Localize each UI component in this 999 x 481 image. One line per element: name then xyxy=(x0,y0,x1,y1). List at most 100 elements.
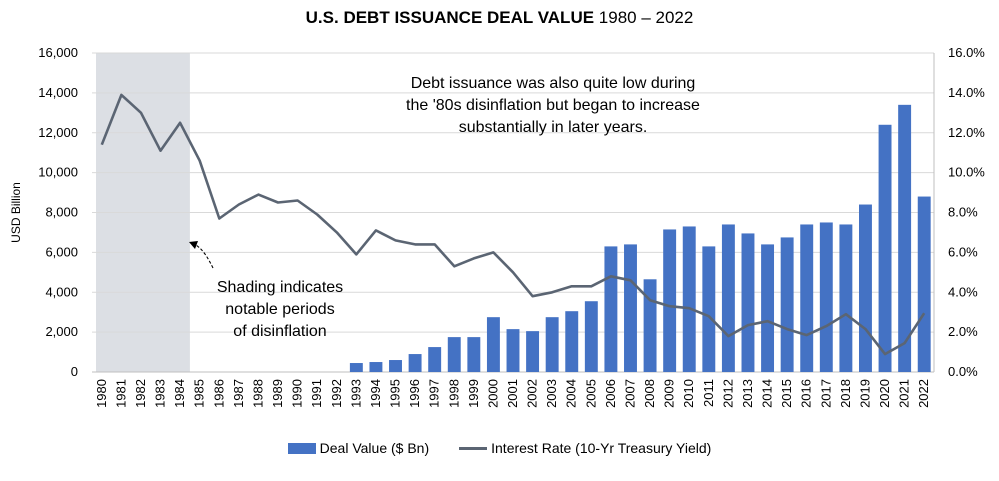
x-tick-label: 2015 xyxy=(779,379,794,408)
x-tick-label: 2016 xyxy=(799,379,814,408)
y-tick-label: 16,000 xyxy=(38,45,78,60)
x-tick-label: 2009 xyxy=(662,379,677,408)
grid-layer xyxy=(92,52,935,373)
x-tick-label: 1980 xyxy=(94,379,109,408)
x-tick-label: 2019 xyxy=(857,379,872,408)
chart-title-years: 1980 – 2022 xyxy=(594,8,694,27)
annotation-top-line: substantially in later years. xyxy=(459,119,648,136)
bar-2008 xyxy=(643,279,657,372)
y2-tick-label: 16.0% xyxy=(948,45,985,60)
x-tick-label: 1982 xyxy=(133,379,148,408)
x-tick-label: 1986 xyxy=(211,379,226,408)
bar-2007 xyxy=(624,244,637,372)
y-tick-label: 12,000 xyxy=(38,125,78,140)
legend-label-interest-rate: Interest Rate (10-Yr Treasury Yield) xyxy=(491,440,712,456)
x-tick-label: 2012 xyxy=(720,379,735,408)
bar-2013 xyxy=(741,233,755,372)
x-tick-label: 1994 xyxy=(368,379,383,408)
x-tick-label: 1999 xyxy=(466,379,481,408)
bar-2006 xyxy=(604,246,618,372)
bar-2015 xyxy=(780,237,794,372)
bar-2004 xyxy=(565,311,579,372)
x-tick-label: 1984 xyxy=(172,379,187,408)
x-tick-label: 2014 xyxy=(760,379,775,408)
legend-label-deal-value: Deal Value ($ Bn) xyxy=(319,440,430,456)
bar-2005 xyxy=(584,301,598,372)
bar-2010 xyxy=(682,226,696,372)
bar-2011 xyxy=(702,246,716,372)
bar-2016 xyxy=(800,224,814,372)
bar-2003 xyxy=(545,317,559,372)
x-tick-label: 1992 xyxy=(329,379,344,408)
x-tick-label: 1981 xyxy=(113,379,128,408)
x-tick-label: 2001 xyxy=(505,379,520,408)
y-tick-label: 14,000 xyxy=(38,85,78,100)
interest-rate-line xyxy=(100,93,926,356)
y2-tick-label: 0.0% xyxy=(948,364,978,379)
bar-2002 xyxy=(526,331,540,372)
bar-2009 xyxy=(663,229,677,372)
x-tick-label: 2008 xyxy=(642,379,657,408)
x-tick-label: 1995 xyxy=(388,379,403,408)
x-tick-label: 1998 xyxy=(446,379,461,408)
annotation-arrow xyxy=(195,244,214,269)
y2-tick-label: 14.0% xyxy=(948,85,985,100)
x-tick-label: 1985 xyxy=(192,379,207,408)
annotation-top-line: the '80s disinflation but began to incre… xyxy=(406,97,700,114)
x-tick-label: 2010 xyxy=(681,379,696,408)
legend-swatch-bar xyxy=(287,442,316,454)
x-tick-label: 1988 xyxy=(250,379,265,408)
x-tick-label: 2000 xyxy=(485,379,500,408)
y2-tick-label: 12.0% xyxy=(948,125,985,140)
x-tick-label: 1987 xyxy=(231,379,246,408)
y2-tick-label: 6.0% xyxy=(948,244,978,259)
x-tick-label: 2002 xyxy=(525,379,540,408)
x-tick-label: 1997 xyxy=(427,379,442,408)
bar-2000 xyxy=(486,317,500,372)
legend: Deal Value ($ Bn) Interest Rate (10-Yr T… xyxy=(0,440,999,456)
x-tick-label: 2004 xyxy=(564,379,579,408)
y2-tick-label: 4.0% xyxy=(948,284,978,299)
bar-1997 xyxy=(428,347,442,372)
bar-1999 xyxy=(467,337,481,372)
bar-2014 xyxy=(761,244,775,372)
x-tick-label: 2003 xyxy=(544,379,559,408)
annotation-shade-line: notable periods xyxy=(225,301,334,318)
x-tick-label: 2013 xyxy=(740,379,755,408)
x-tick-label: 2005 xyxy=(583,379,598,408)
y2-tick-label: 8.0% xyxy=(948,205,978,220)
bar-2018 xyxy=(839,224,853,372)
x-tick-label: 2020 xyxy=(877,379,892,408)
bar-1995 xyxy=(389,360,402,372)
bar-2020 xyxy=(878,124,892,373)
annotation-top-line: Debt issuance was also quite low during xyxy=(411,75,696,92)
x-tick-label: 2022 xyxy=(916,379,931,408)
x-tick-label: 1993 xyxy=(348,379,363,408)
legend-item-deal-value: Deal Value ($ Bn) xyxy=(287,440,430,456)
annotation-shade-line: of disinflation xyxy=(233,323,326,340)
y-tick-label: 8,000 xyxy=(45,205,78,220)
bar-layer xyxy=(349,104,931,373)
bar-2022 xyxy=(917,196,931,372)
bar-1993 xyxy=(349,363,363,372)
legend-swatch-line xyxy=(459,446,488,450)
y-tick-label: 6,000 xyxy=(45,244,78,259)
y-tick-label: 4,000 xyxy=(45,284,78,299)
x-tick-label: 2017 xyxy=(818,379,833,408)
bar-2012 xyxy=(721,224,735,372)
x-tick-label: 1991 xyxy=(309,379,324,408)
y-tick-label: 10,000 xyxy=(38,165,78,180)
x-tick-label: 1990 xyxy=(290,379,305,408)
x-tick-label: 2018 xyxy=(838,379,853,408)
chart-title-bold: U.S. DEBT ISSUANCE DEAL VALUE xyxy=(305,8,595,27)
axis-layer: 0 0.0% 2,000 2.0% 4,000 4.0% 6,000 6.0% 8,000 8.0… xyxy=(9,45,985,408)
bar-2019 xyxy=(859,204,872,372)
annotation-shade-line: Shading indicates xyxy=(217,279,343,296)
x-tick-label: 1983 xyxy=(153,379,168,408)
line-layer xyxy=(100,93,926,356)
x-tick-label: 2006 xyxy=(603,379,618,408)
x-tick-label: 2011 xyxy=(701,379,716,407)
bar-1996 xyxy=(408,354,422,372)
annot-layer: Debt issuance was also quite low during t… xyxy=(189,75,700,340)
